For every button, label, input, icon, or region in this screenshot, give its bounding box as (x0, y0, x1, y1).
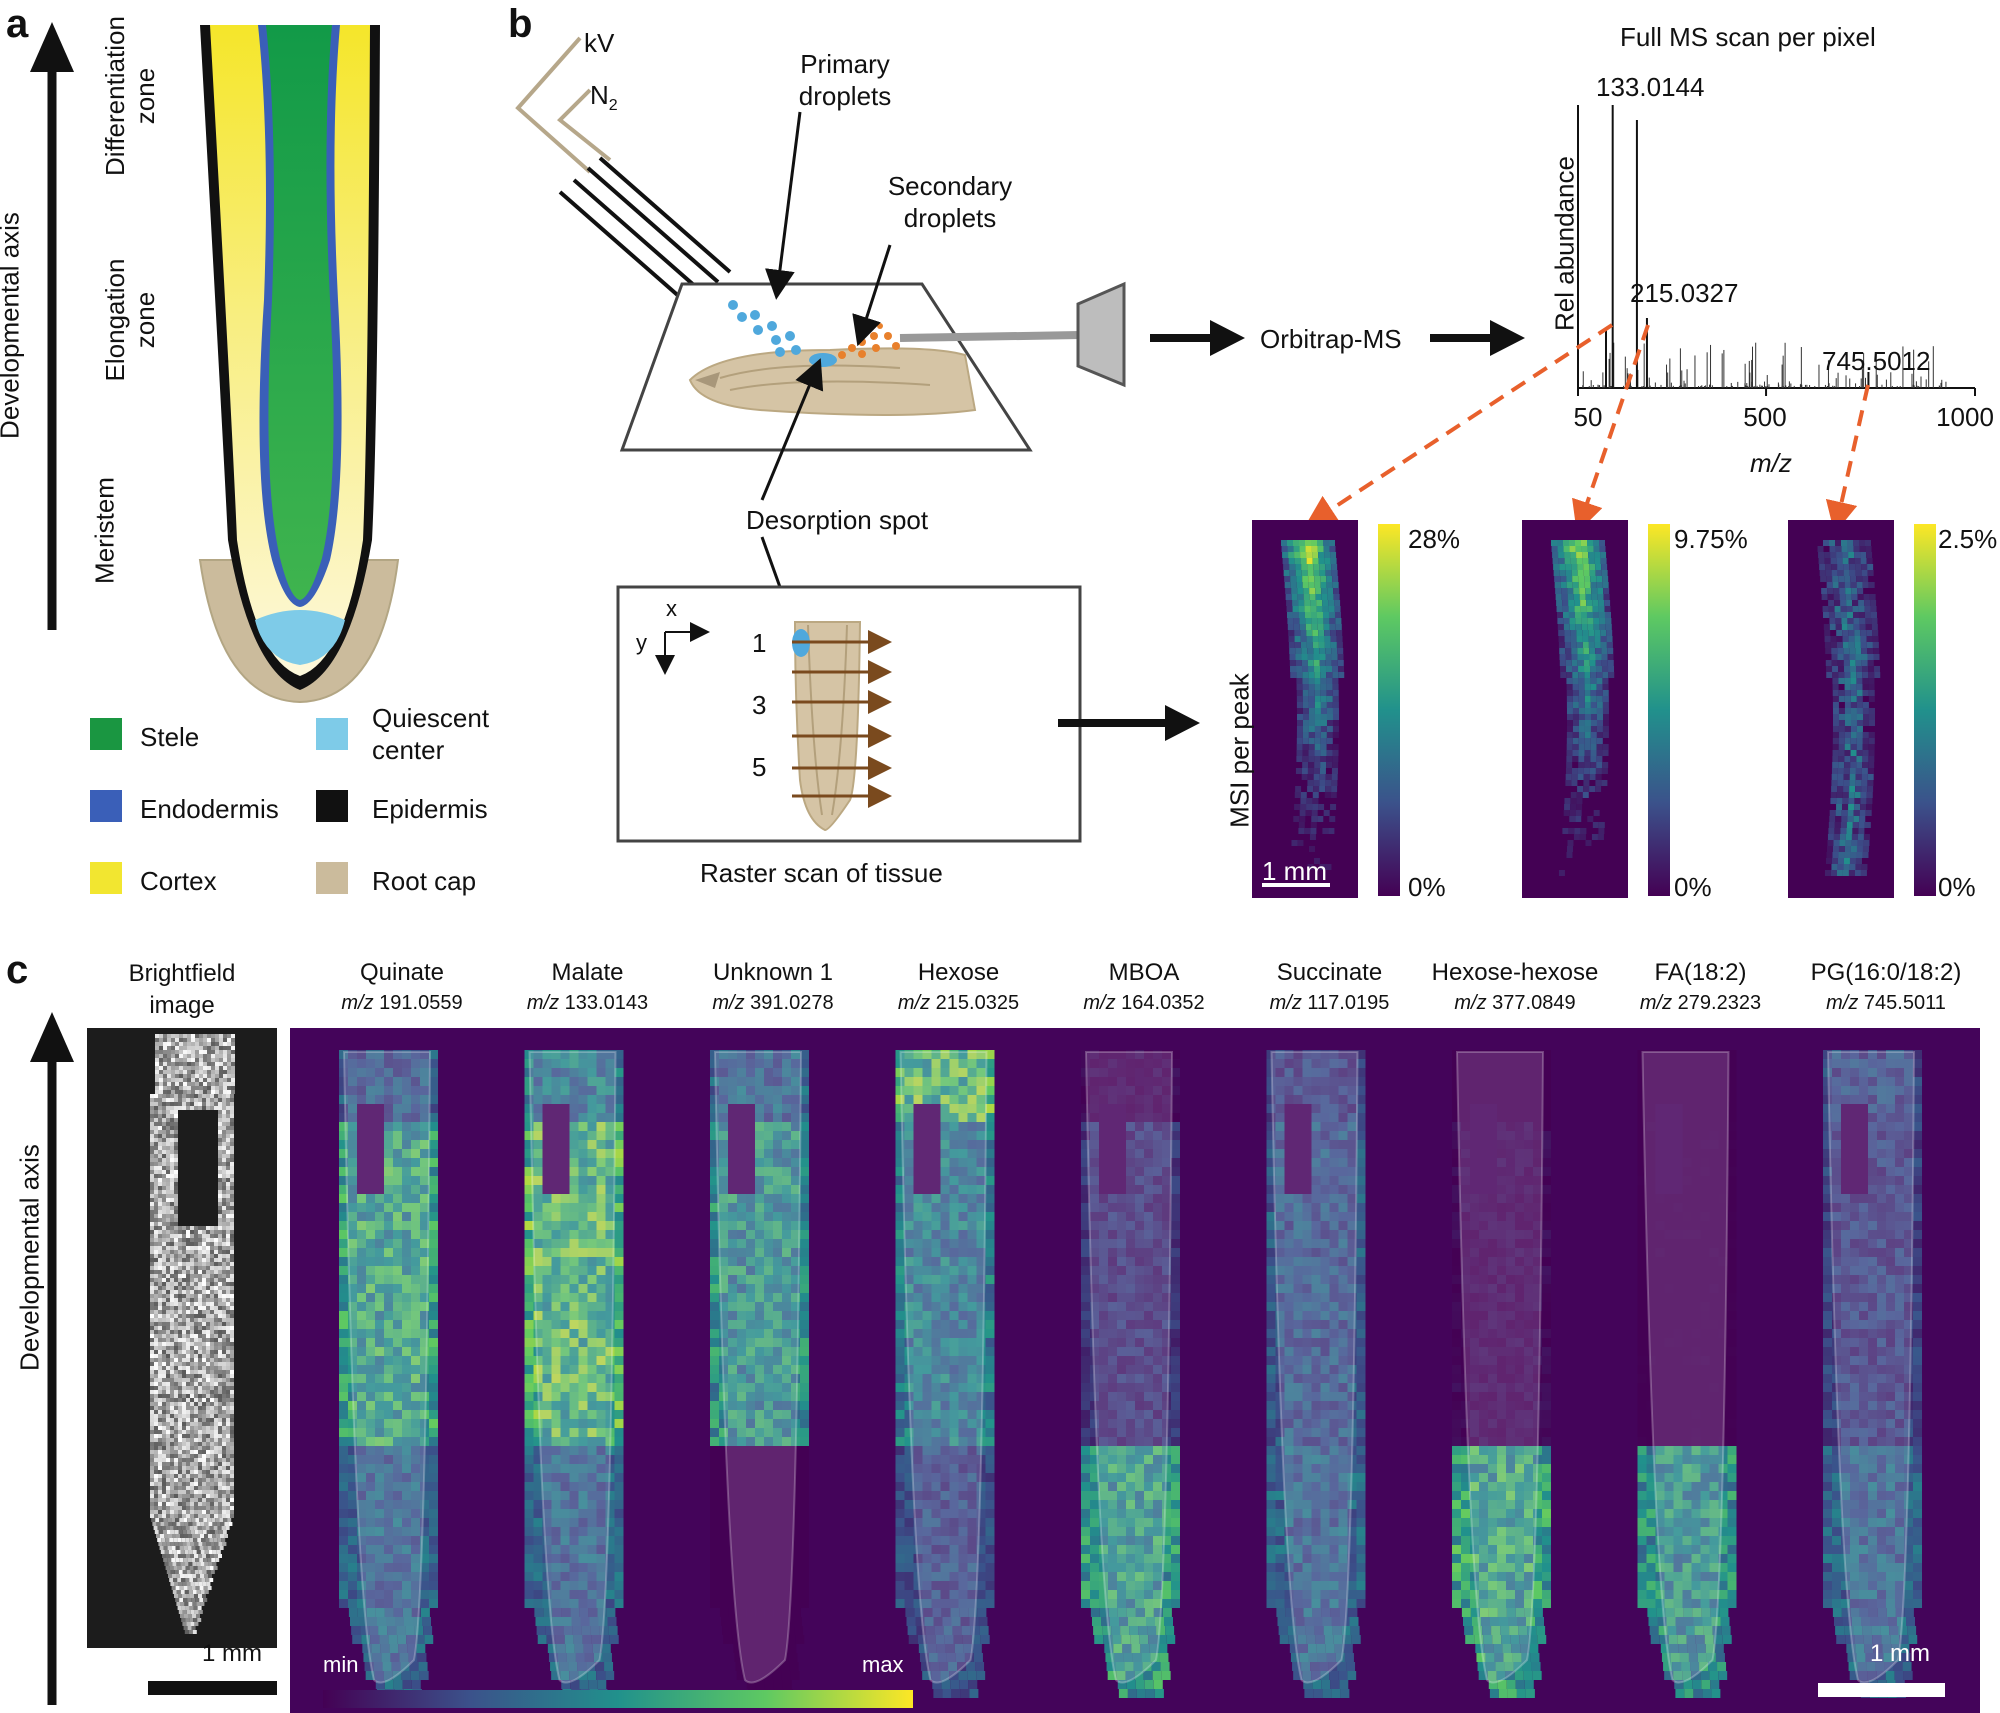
metabolite-header: Hexose m/z 215.0325 (866, 958, 1052, 1018)
legend-swatch-cortex (90, 862, 122, 894)
metabolite-name: Quinate (359, 959, 445, 986)
legend-label-endodermis: Endodermis (140, 794, 279, 824)
legend-swatch-endodermis (90, 790, 122, 822)
panel-b-desi-setup (515, 36, 1126, 630)
spectrum-tick-500: 500 (1743, 402, 1787, 432)
flow-arrows (1058, 320, 1525, 741)
composite-scalebar-label: 1 mm (1870, 1640, 1930, 1667)
spectrum-ylabel: Rel abundance (1549, 156, 1580, 331)
msi-map-2-min: 0% (1674, 872, 1712, 902)
msi-scalebar-label: 1 mm (1262, 856, 1327, 886)
metabolite-mz: m/z 215.0325 (897, 992, 1020, 1014)
zone-differentiation: Differentiation zone (100, 16, 160, 176)
brightfield-label: Brightfield image (128, 960, 236, 1019)
legend-label-stele: Stele (140, 722, 200, 752)
colorbar-min-label: min (323, 1652, 359, 1677)
metabolite-name: PG(16:0/18:2) (1810, 959, 1962, 986)
colorbar-max-label: max (862, 1652, 904, 1677)
mass-spectrum (1577, 105, 1976, 396)
msi-map-3-min: 0% (1938, 872, 1976, 902)
axis-label-a: Developmental axis (0, 212, 25, 439)
panel-a-root-diagram (30, 22, 400, 704)
zone-meristem: Meristem (89, 477, 120, 584)
raster-scan-label: Raster scan of tissue (700, 858, 943, 888)
msi-map-3-max: 2.5% (1938, 524, 1998, 554)
metabolite-name: Hexose (917, 959, 1000, 986)
legend-label-root-cap: Root cap (372, 866, 477, 896)
legend-swatch-stele (90, 718, 122, 750)
legend-label-quiescent-center: Quiescent center (372, 703, 490, 765)
metabolite-header: Hexose-hexose m/z 377.0849 (1422, 958, 1608, 1018)
orbitrap-label: Orbitrap-MS (1260, 324, 1402, 354)
peak-map-arrows (1304, 323, 1870, 534)
metabolite-header: PG(16:0/18:2) m/z 745.5011 (1793, 958, 1979, 1018)
panel-c-axis (30, 1012, 74, 1705)
msi-per-peak-label: MSI per peak (1224, 673, 1255, 828)
metabolite-header: Unknown 1 m/z 391.0278 (680, 958, 866, 1018)
raster-y-label: y (636, 630, 647, 655)
legend-swatch-epidermis (316, 790, 348, 822)
spectrum-title: Full MS scan per pixel (1620, 22, 1876, 52)
composite-colorbar (323, 1690, 913, 1708)
legend-swatch-quiescent-center (316, 718, 348, 750)
legend-swatch-root-cap (316, 862, 348, 894)
metabolite-name: Hexose-hexose (1431, 959, 1599, 986)
desorption-spot-label: Desorption spot (746, 505, 929, 535)
metabolite-mz: m/z 391.0278 (712, 992, 834, 1014)
raster-row-5: 5 (752, 752, 767, 782)
metabolite-mz: m/z 279.2323 (1639, 992, 1762, 1014)
metabolite-name: Unknown 1 (712, 959, 834, 986)
panel-letter-c: c (6, 948, 29, 992)
metabolite-name: Malate (551, 959, 624, 986)
peak-label-133: 133.0144 (1596, 72, 1705, 102)
msi-map-1-min: 0% (1408, 872, 1446, 902)
metabolite-name: Succinate (1276, 959, 1383, 986)
metabolite-mz: m/z 745.5011 (1826, 992, 1946, 1014)
kv-label: kV (584, 28, 615, 58)
legend-label-epidermis: Epidermis (372, 794, 488, 824)
metabolite-name: FA(18:2) (1654, 959, 1747, 986)
peak-label-745: 745.5012 (1822, 346, 1931, 376)
raster-scan-box (616, 585, 1082, 843)
brightfield-scalebar-label: 1 mm (202, 1640, 262, 1667)
spectrum-tick-1000: 1000 (1936, 402, 1994, 432)
metabolite-mz: m/z 133.0143 (526, 992, 649, 1014)
raster-row-3: 3 (752, 690, 767, 720)
peak-label-215: 215.0327 (1630, 278, 1739, 308)
primary-droplets-label: Primary droplets (798, 49, 892, 111)
metabolite-header: Quinate m/z 191.0559 (309, 958, 495, 1018)
axis-label-c: Developmental axis (14, 1144, 45, 1371)
n2-label: N2 (590, 80, 618, 115)
zone-elongation: Elongation zone (100, 258, 160, 382)
panel-letter-b: b (508, 2, 533, 46)
spectrum-tick-50: 50 (1573, 402, 1603, 432)
metabolite-name: MBOA (1108, 959, 1180, 986)
metabolite-header: MBOA m/z 164.0352 (1051, 958, 1237, 1018)
msi-map-1-max: 28% (1408, 524, 1461, 554)
msi-map-2-max: 9.75% (1674, 524, 1748, 554)
secondary-droplets-label: Secondary droplets (887, 171, 1013, 233)
metabolite-mz: m/z 191.0559 (341, 992, 463, 1014)
raster-x-label: x (666, 596, 677, 621)
legend-label-cortex: Cortex (140, 866, 217, 896)
metabolite-mz: m/z 117.0195 (1269, 992, 1390, 1014)
msi-maps (1252, 520, 1936, 898)
metabolite-mz: m/z 377.0849 (1454, 992, 1576, 1014)
metabolite-header: Succinate m/z 117.0195 (1237, 958, 1423, 1018)
metabolite-header: Malate m/z 133.0143 (495, 958, 681, 1018)
panel-letter-a: a (6, 2, 29, 46)
metabolite-header: FA(18:2) m/z 279.2323 (1608, 958, 1794, 1018)
raster-row-1: 1 (752, 628, 767, 658)
metabolite-mz: m/z 164.0352 (1083, 992, 1205, 1014)
spectrum-xlabel: m/z (1750, 448, 1792, 478)
